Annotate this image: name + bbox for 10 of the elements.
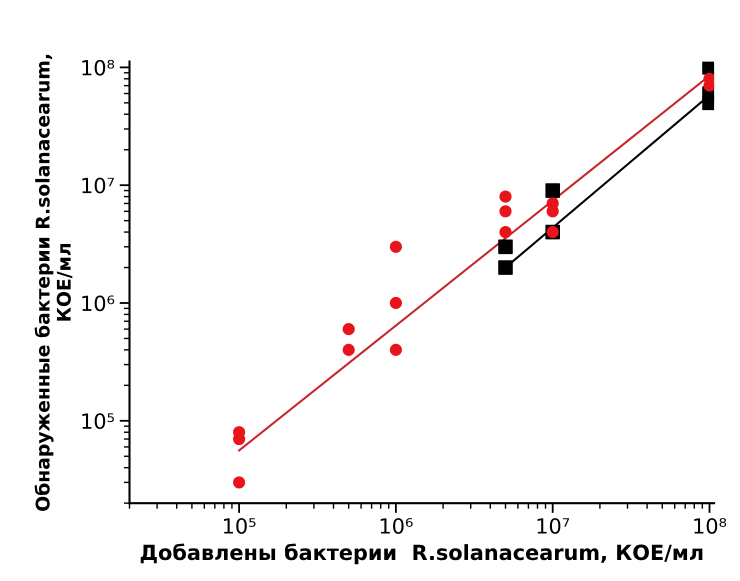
y-tick-label: 10⁶ [82,295,114,312]
x-tick-label: 10⁸ [694,518,726,534]
x-tick-label: 10⁷ [538,518,570,534]
y-tick-label: 10⁸ [82,60,114,76]
x-tick-label: 10⁵ [224,518,256,534]
x-axis-title: Добавлены бактерии R.solanacearum, КОЕ/мл [140,543,702,564]
y-tick-label: 10⁷ [82,178,114,194]
y-axis-title: Обнаруженные бактерии R.solanacearum, КОЕ/мл [34,54,72,511]
x-tick-label: 10⁶ [380,518,413,534]
y-tick-label: 10⁵ [82,413,114,430]
